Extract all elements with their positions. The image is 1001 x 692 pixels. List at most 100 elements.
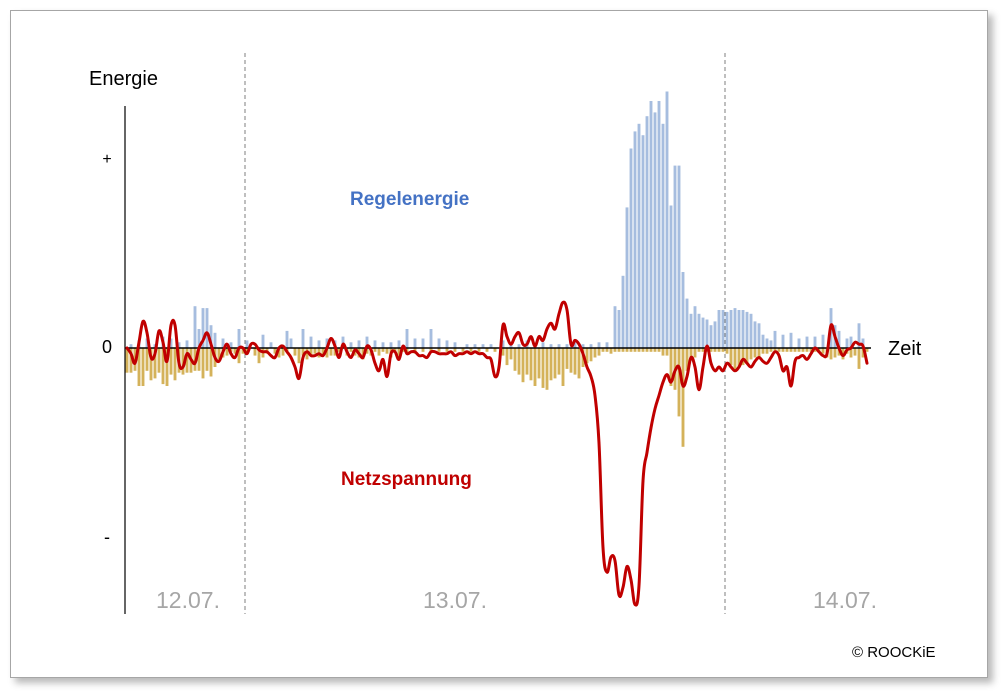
regelenergie-bar-negative	[693, 348, 697, 358]
regelenergie-bar-negative	[181, 348, 185, 375]
regelenergie-bar-negative	[421, 348, 425, 352]
regelenergie-bar-positive	[201, 308, 205, 348]
regelenergie-bar-positive	[661, 123, 665, 348]
regelenergie-bar-negative	[861, 348, 865, 358]
regelenergie-bar-negative	[753, 348, 757, 358]
regelenergie-bar-positive	[821, 334, 825, 348]
regelenergie-bar-negative	[281, 348, 285, 356]
regelenergie-bar-negative	[605, 348, 609, 352]
regelenergie-bar-positive	[689, 313, 693, 348]
regelenergie-bar-negative	[549, 348, 553, 381]
regelenergie-bar-negative	[585, 348, 589, 364]
regelenergie-bar-positive	[489, 344, 493, 348]
regelenergie-bar-negative	[293, 348, 297, 356]
regelenergie-bar-positive	[389, 342, 393, 348]
regelenergie-bar-positive	[549, 344, 553, 348]
regelenergie-bar-negative	[513, 348, 517, 371]
regelenergie-bar-negative	[493, 348, 497, 352]
regelenergie-bar-negative	[321, 348, 325, 356]
regelenergie-bar-negative	[533, 348, 537, 386]
regelenergie-bar-positive	[301, 329, 305, 348]
regelenergie-bar-negative	[333, 348, 337, 356]
regelenergie-bar-negative	[621, 348, 625, 352]
regelenergie-bar-positive	[645, 116, 649, 348]
regelenergie-bar-positive	[813, 336, 817, 348]
regelenergie-bar-positive	[465, 344, 469, 348]
regelenergie-bar-negative	[437, 348, 441, 352]
regelenergie-bar-negative	[385, 348, 389, 354]
regelenergie-bar-negative	[761, 348, 765, 354]
chart-plot: Energie + 0 - Zeit Regelenergie Netzspan…	[89, 53, 936, 661]
day-label-1307: 13.07.	[423, 587, 487, 613]
regelenergie-bar-positive	[169, 338, 173, 348]
regelenergie-bar-negative	[821, 348, 825, 354]
regelenergie-bar-negative	[233, 348, 237, 354]
regelenergie-bar-negative	[365, 348, 369, 354]
regelenergie-bar-positive	[653, 112, 657, 349]
regelenergie-bar-negative	[553, 348, 557, 379]
regelenergie-bar-negative	[209, 348, 213, 377]
regelenergie-bar-negative	[717, 348, 721, 352]
regelenergie-bar-positive	[621, 275, 625, 348]
regelenergie-bar-negative	[373, 348, 377, 352]
regelenergie-bar-negative	[697, 348, 701, 352]
regelenergie-bar-positive	[769, 340, 773, 348]
regelenergie-bar-negative	[813, 348, 817, 352]
netzspannung-line	[125, 300, 869, 607]
regelenergie-bar-positive	[861, 338, 865, 348]
regelenergie-bar-positive	[309, 336, 313, 348]
regelenergie-bar-positive	[733, 308, 737, 348]
regelenergie-bar-positive	[397, 340, 401, 348]
regelenergie-bar-negative	[609, 348, 613, 354]
y-axis-label: Energie	[89, 68, 158, 90]
regelenergie-bar-positive	[501, 340, 505, 348]
regelenergie-bar-negative	[169, 348, 173, 375]
regelenergie-bar-negative	[729, 348, 733, 366]
regelenergie-bar-negative	[153, 348, 157, 379]
regelenergie-bar-negative	[477, 348, 481, 352]
regelenergie-bar-positive	[845, 338, 849, 348]
regelenergie-bar-negative	[601, 348, 605, 352]
regelenergie-bar-negative	[257, 348, 261, 364]
regelenergie-bar-positive	[749, 313, 753, 348]
day-label-1407: 14.07.	[813, 587, 877, 613]
regelenergie-bar-negative	[617, 348, 621, 352]
regelenergie-bar-negative	[669, 348, 673, 386]
regelenergie-bar-negative	[301, 348, 305, 356]
regelenergie-bar-positive	[681, 272, 685, 348]
regelenergie-bar-negative	[797, 348, 801, 352]
regelenergie-bar-negative	[201, 348, 205, 379]
regelenergie-bar-positive	[289, 338, 293, 348]
regelenergie-bar-positive	[473, 344, 477, 348]
regelenergie-bar-negative	[565, 348, 569, 369]
regelenergie-bar-negative	[625, 348, 629, 352]
regelenergie-bar-negative	[657, 348, 661, 352]
y-tick-plus: +	[102, 151, 111, 168]
regelenergie-bar-negative	[681, 348, 685, 447]
regelenergie-bar-negative	[589, 348, 593, 362]
regelenergie-bar-negative	[469, 348, 473, 352]
regelenergie-bar-negative	[685, 348, 689, 371]
regelenergie-bar-positive	[193, 306, 197, 348]
regelenergie-bar-negative	[597, 348, 601, 356]
regelenergie-bar-negative	[145, 348, 149, 371]
regelenergie-bar-negative	[653, 348, 657, 352]
regelenergie-bar-negative	[633, 348, 637, 352]
regelenergie-bar-positive	[453, 342, 457, 348]
regelenergie-bar-negative	[125, 348, 129, 373]
regelenergie-bar-positive	[325, 338, 329, 348]
regelenergie-bar-positive	[649, 101, 653, 348]
regelenergie-bar-negative	[297, 348, 301, 364]
regelenergie-bar-positive	[205, 308, 209, 348]
regelenergie-bar-negative	[857, 348, 861, 369]
regelenergie-bar-negative	[173, 348, 177, 381]
regelenergie-bar-negative	[397, 348, 401, 356]
regelenergie-bar-negative	[725, 348, 729, 354]
regelenergie-bar-negative	[849, 348, 853, 358]
regelenergie-bar-positive	[341, 336, 345, 348]
regelenergie-bar-negative	[749, 348, 753, 360]
regelenergie-bar-negative	[381, 348, 385, 352]
regelenergie-bar-negative	[529, 348, 533, 381]
regelenergie-bar-positive	[209, 325, 213, 348]
regelenergie-bar-positive	[629, 148, 633, 348]
